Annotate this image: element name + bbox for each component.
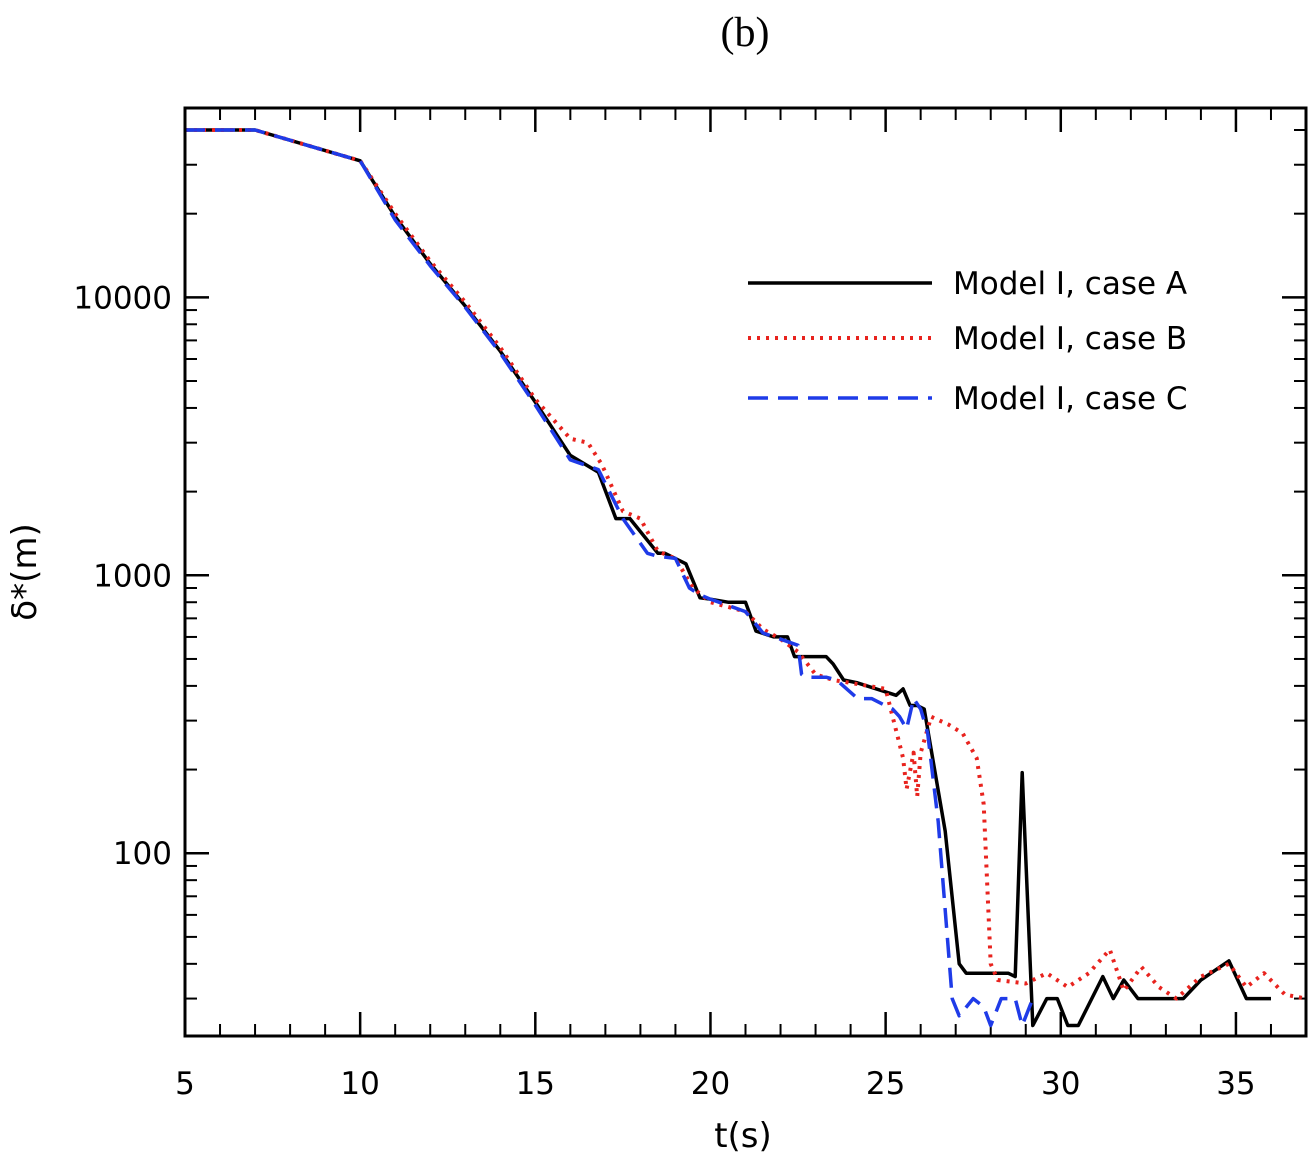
y-tick-label: 100 (113, 836, 172, 872)
y-tick-labels: 100 1000 10000 (73, 280, 172, 872)
x-tick-labels: 5 10 15 20 25 30 35 (175, 1066, 1256, 1102)
legend-label-3: Model I, case C (953, 381, 1188, 417)
x-tick-label: 10 (340, 1066, 379, 1102)
series-line-2 (185, 128, 1306, 1001)
legend-label-1: Model I, case A (953, 266, 1187, 302)
series-line-3 (185, 128, 1035, 1028)
legend: Model I, case A Model I, case B Model I, c… (748, 266, 1188, 417)
x-tick-label: 5 (175, 1066, 195, 1102)
y-tick-label: 10000 (73, 280, 172, 316)
y-tick-label: 1000 (93, 558, 172, 594)
x-tick-label: 15 (516, 1066, 555, 1102)
chart-title: (b) (721, 10, 770, 56)
plot-frame (183, 106, 1308, 1038)
x-tick-label: 25 (866, 1066, 905, 1102)
axis-ticks (183, 108, 1307, 1036)
legend-label-2: Model I, case B (953, 321, 1187, 357)
x-tick-label: 20 (691, 1066, 730, 1102)
y-axis-label: δ*(m) (5, 523, 45, 620)
x-tick-label: 30 (1041, 1066, 1080, 1102)
series-line-1 (185, 128, 1271, 1028)
x-tick-label: 35 (1216, 1066, 1255, 1102)
series-lines (185, 128, 1306, 1028)
x-axis-label: t(s) (714, 1116, 772, 1156)
